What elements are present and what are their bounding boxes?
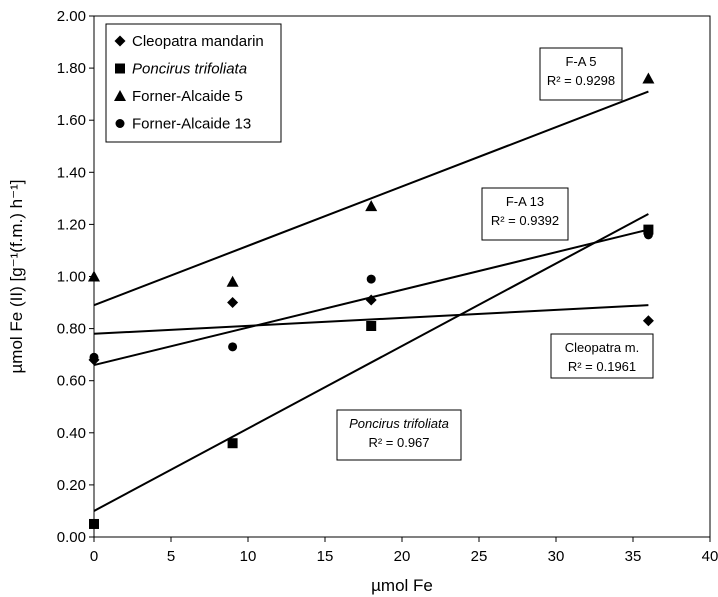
data-point (365, 200, 378, 212)
legend-marker (114, 35, 126, 47)
legend-entry: Poncirus trifoliata (132, 61, 247, 78)
y-tick-label: 2.00 (57, 8, 86, 25)
x-tick-label: 25 (471, 548, 488, 565)
y-tick-label: 0.40 (57, 425, 86, 442)
x-axis-title: µmol Fe (371, 576, 433, 595)
annotation-text: R² = 0.9298 (547, 73, 615, 88)
data-point (366, 274, 376, 284)
data-point (227, 297, 239, 309)
annotation-box (539, 47, 623, 101)
trendline (93, 213, 649, 512)
data-point (643, 224, 654, 235)
x-tick-label: 0 (90, 548, 98, 565)
annotation-box (336, 409, 462, 461)
annotation-text: F-A 5 (565, 54, 596, 69)
y-tick-label: 0.00 (57, 529, 86, 546)
trendline (93, 304, 649, 335)
annotation-text: R² = 0.9392 (491, 213, 559, 228)
legend-entry: Forner-Alcaide 5 (132, 88, 243, 105)
y-tick-label: 1.20 (57, 216, 86, 233)
legend-entry: Cleopatra mandarin (132, 33, 264, 50)
data-point (366, 320, 377, 331)
data-point (642, 72, 655, 84)
annotation-text: F-A 13 (506, 194, 544, 209)
legend-marker (115, 63, 125, 74)
legend: Cleopatra mandarin Poncirus trifoliata For… (105, 23, 282, 143)
annotation-text: R² = 0.967 (368, 435, 429, 450)
annotation-text: Poncirus trifoliata (349, 416, 449, 431)
annotation-text: R² = 0.1961 (568, 359, 636, 374)
y-tick-label: 0.60 (57, 373, 86, 390)
x-tick-label: 10 (240, 548, 257, 565)
x-tick-label: 30 (548, 548, 565, 565)
data-point (228, 342, 238, 352)
plot-area (88, 72, 655, 529)
data-point (365, 294, 377, 306)
y-axis-title: µmol Fe (II) [g⁻¹(f.m.) h⁻¹] (7, 180, 26, 374)
x-tick-label: 35 (625, 548, 642, 565)
x-tick-label: 15 (317, 548, 334, 565)
legend-marker (114, 90, 126, 101)
legend-entry: Forner-Alcaide 13 (132, 116, 251, 133)
y-tick-label: 1.80 (57, 60, 86, 77)
data-point (227, 438, 238, 449)
legend-box (105, 23, 282, 143)
legend-marker (115, 119, 125, 128)
y-tick-label: 1.00 (57, 269, 86, 286)
data-point (642, 315, 654, 327)
annotation-box (481, 187, 569, 241)
y-tick-label: 1.60 (57, 112, 86, 129)
y-tick-label: 0.20 (57, 477, 86, 494)
annotation-text: Cleopatra m. (565, 340, 639, 355)
x-tick-label: 5 (167, 548, 175, 565)
data-point (643, 230, 653, 240)
x-tick-label: 20 (394, 548, 411, 565)
y-tick-label: 1.40 (57, 164, 86, 181)
annotations: Cleopatra m. R² = 0.1961 Poncirus trifolia… (336, 47, 654, 461)
annotation-box (550, 333, 654, 379)
x-tick-label: 40 (702, 548, 718, 565)
trendline (93, 90, 649, 307)
y-tick-label: 0.80 (57, 321, 86, 338)
axes: 0 5 10 15 20 25 30 35 40 0.00 0.20 0.40 0.60 0.80 1.00… (57, 8, 718, 565)
data-point (226, 275, 239, 287)
